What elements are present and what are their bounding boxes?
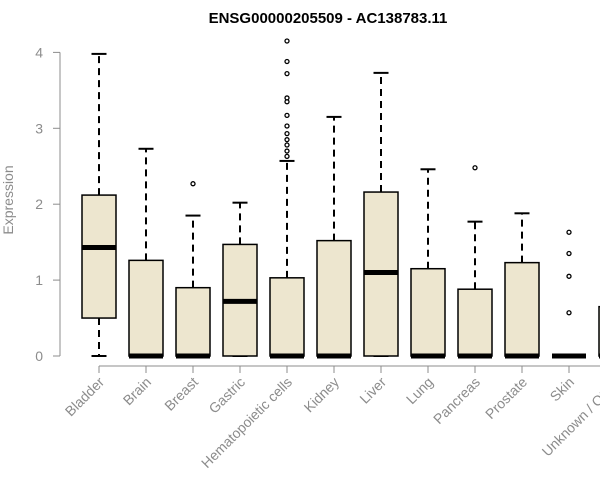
chart-title: ENSG00000205509 - AC138783.11 — [209, 10, 448, 27]
outlier-point — [284, 148, 290, 154]
box-lung — [410, 168, 446, 359]
y-tick-label: 1 — [35, 272, 43, 288]
outlier-point — [284, 137, 290, 143]
outlier-point — [284, 142, 290, 148]
box-body — [316, 239, 352, 357]
outlier-point — [284, 123, 290, 129]
box-pancreas — [457, 165, 493, 359]
box-liver — [363, 71, 399, 357]
box-body — [81, 194, 117, 319]
x-tick-label: Hematopoietic cells — [198, 374, 295, 471]
outlier-point — [284, 58, 290, 65]
x-tick-label: Breast — [161, 374, 201, 414]
x-tick-label: Gastric — [205, 374, 248, 417]
box-kidney — [316, 115, 352, 359]
y-axis: 0 1 2 3 4 — [35, 44, 61, 364]
outlier-point — [566, 250, 572, 257]
x-tick-label: Skin — [547, 374, 578, 405]
box-gastric — [222, 201, 258, 357]
box-series — [81, 38, 600, 359]
box-brain — [128, 147, 164, 359]
outlier-point — [566, 310, 572, 316]
box-body — [504, 261, 540, 357]
outlier-point — [566, 229, 572, 235]
y-tick-label: 3 — [35, 120, 43, 136]
box-prostate — [504, 212, 540, 359]
x-tick-label: Brain — [120, 374, 154, 408]
outlier-point — [566, 273, 572, 279]
box-body — [457, 288, 493, 357]
outlier-point — [284, 95, 290, 101]
y-tick-label: 2 — [35, 196, 43, 212]
box-body — [128, 259, 164, 357]
x-tick-label: Pancreas — [430, 374, 483, 427]
x-tick-label: Liver — [356, 374, 389, 407]
box-body — [175, 286, 211, 357]
outlier-point — [284, 38, 290, 44]
x-tick-label: Lung — [403, 374, 436, 407]
box-skin — [552, 229, 586, 359]
box-body — [410, 267, 446, 357]
box-hematopoietic-cells — [269, 38, 305, 359]
box-bladder — [81, 52, 117, 357]
box-body — [269, 277, 305, 357]
outlier-point — [472, 165, 478, 171]
outlier-point — [190, 181, 196, 187]
x-tick-label: Bladder — [62, 374, 108, 420]
outlier-point — [284, 112, 290, 119]
y-tick-label: 0 — [35, 348, 43, 364]
y-axis-label: Expression — [0, 165, 16, 234]
x-tick-label: Prostate — [482, 374, 530, 422]
box-breast — [175, 181, 211, 359]
outlier-point — [284, 70, 290, 77]
x-tick-label: Kidney — [301, 374, 343, 416]
y-tick-label: 4 — [35, 44, 43, 60]
outlier-point — [284, 153, 290, 160]
outlier-point — [284, 130, 290, 137]
